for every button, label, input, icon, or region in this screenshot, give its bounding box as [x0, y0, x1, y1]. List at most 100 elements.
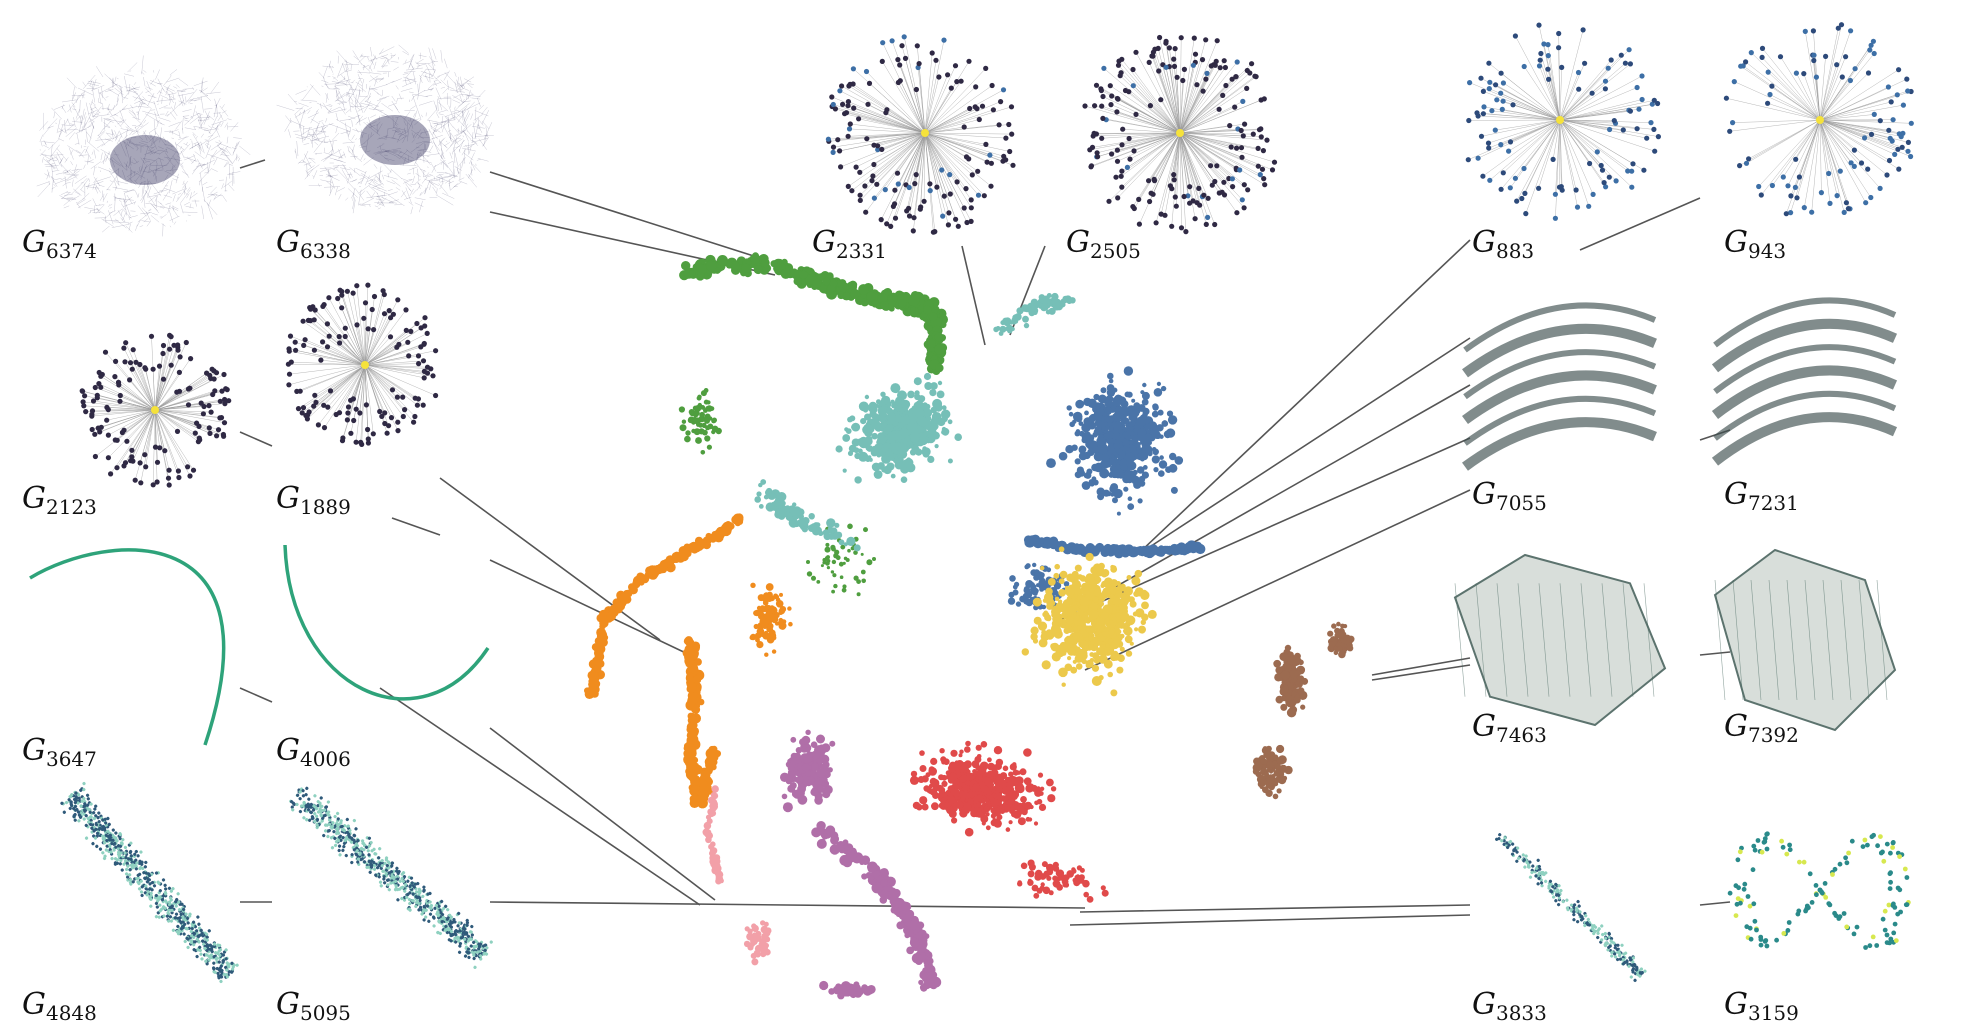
graph-edge — [99, 84, 118, 94]
scatter-point — [1057, 645, 1066, 654]
scatter-point — [1080, 597, 1090, 607]
graph-edge — [75, 176, 87, 184]
scatter-point — [764, 653, 768, 657]
scatter-point — [959, 750, 963, 754]
scatter-point — [809, 776, 814, 781]
graph-edge — [95, 139, 110, 141]
scatter-point — [796, 747, 802, 753]
scatter-point — [817, 758, 824, 765]
scatter-point — [707, 445, 712, 450]
scatter-point — [1110, 483, 1118, 491]
graph-edge — [85, 146, 88, 153]
scatter-point — [704, 435, 710, 441]
graph-edge — [62, 193, 70, 199]
scatter-point — [965, 793, 971, 799]
scatter-point — [775, 498, 780, 503]
scatter-point — [1123, 487, 1128, 492]
graph-edge — [166, 203, 172, 205]
scatter-point — [1110, 689, 1117, 696]
graph-edge — [182, 163, 184, 165]
graph-edge — [207, 203, 213, 220]
scatter-point — [1152, 455, 1160, 463]
scatter-point — [1006, 792, 1014, 800]
scatter-point — [1116, 581, 1121, 586]
scatter-point — [950, 750, 957, 757]
scatter-point — [907, 391, 915, 399]
scatter-point — [805, 730, 810, 735]
scatter-point — [1047, 293, 1052, 298]
scatter-point — [815, 751, 821, 757]
scatter-point — [1021, 863, 1028, 870]
scatter-point — [927, 339, 936, 348]
scatter-point — [1086, 660, 1094, 668]
graph-edge — [183, 191, 187, 195]
scatter-point — [1267, 761, 1274, 768]
scatter-point — [620, 593, 629, 602]
graph-edge — [143, 70, 146, 72]
scatter-point — [863, 527, 868, 532]
graph-edge — [137, 98, 156, 104]
scatter-point — [1135, 570, 1143, 578]
graph-edge — [228, 164, 232, 166]
graph-edge — [77, 199, 86, 204]
graph-edge — [190, 139, 191, 140]
scatter-point — [1292, 691, 1297, 696]
scatter-point — [871, 419, 880, 428]
scatter-point — [991, 764, 998, 771]
graph-edge — [108, 210, 113, 224]
graph-edge — [239, 146, 250, 155]
graph-edge — [221, 122, 224, 127]
scatter-point — [1088, 636, 1093, 641]
graph-edge — [190, 96, 208, 100]
scatter-point — [1052, 652, 1061, 661]
scatter-point — [990, 798, 998, 806]
scatter-point — [1279, 765, 1287, 773]
graph-edge — [64, 206, 69, 208]
scatter-point — [809, 270, 815, 276]
graph-edge — [199, 168, 212, 182]
scatter-point — [1046, 603, 1053, 610]
graph-edge — [180, 203, 183, 213]
scatter-point — [1119, 414, 1125, 420]
scatter-point — [880, 868, 888, 876]
graph-edge — [101, 153, 103, 161]
scatter-point — [1159, 435, 1163, 439]
scatter-point — [703, 828, 711, 836]
scatter-point — [1090, 627, 1094, 631]
scatter-point — [710, 800, 718, 808]
graph-edge — [124, 198, 125, 201]
scatter-point — [1158, 470, 1165, 477]
scatter-point — [940, 798, 946, 804]
scatter-point — [934, 345, 944, 355]
scatter-point — [802, 736, 811, 745]
graph-edge — [93, 198, 97, 206]
scatter-point — [1040, 586, 1045, 591]
scatter-point — [1054, 608, 1061, 615]
graph-edge — [207, 141, 209, 148]
scatter-point — [1013, 590, 1019, 596]
graph-edge — [117, 94, 118, 102]
scatter-point — [986, 825, 991, 830]
graph-edge — [96, 66, 103, 77]
scatter-point — [795, 752, 800, 757]
scatter-point — [1093, 480, 1099, 486]
graph-edge — [115, 126, 116, 127]
scatter-point — [935, 444, 939, 448]
scatter-point — [861, 579, 866, 584]
scatter-point — [1120, 612, 1129, 621]
graph-edge — [54, 184, 56, 187]
scatter-point — [948, 419, 953, 424]
graph-edge — [206, 92, 220, 94]
scatter-point — [1042, 660, 1051, 669]
scatter-point — [956, 763, 961, 768]
scatter-point — [1073, 660, 1077, 664]
scatter-point — [1102, 890, 1109, 897]
graph-edge — [167, 100, 184, 117]
graph-edge — [194, 81, 208, 86]
scatter-point — [1022, 316, 1029, 323]
scatter-point — [680, 424, 687, 431]
scatter-point — [1287, 656, 1295, 664]
scatter-point — [690, 785, 698, 793]
graph-edge — [94, 150, 96, 159]
scatter-point — [906, 947, 914, 955]
